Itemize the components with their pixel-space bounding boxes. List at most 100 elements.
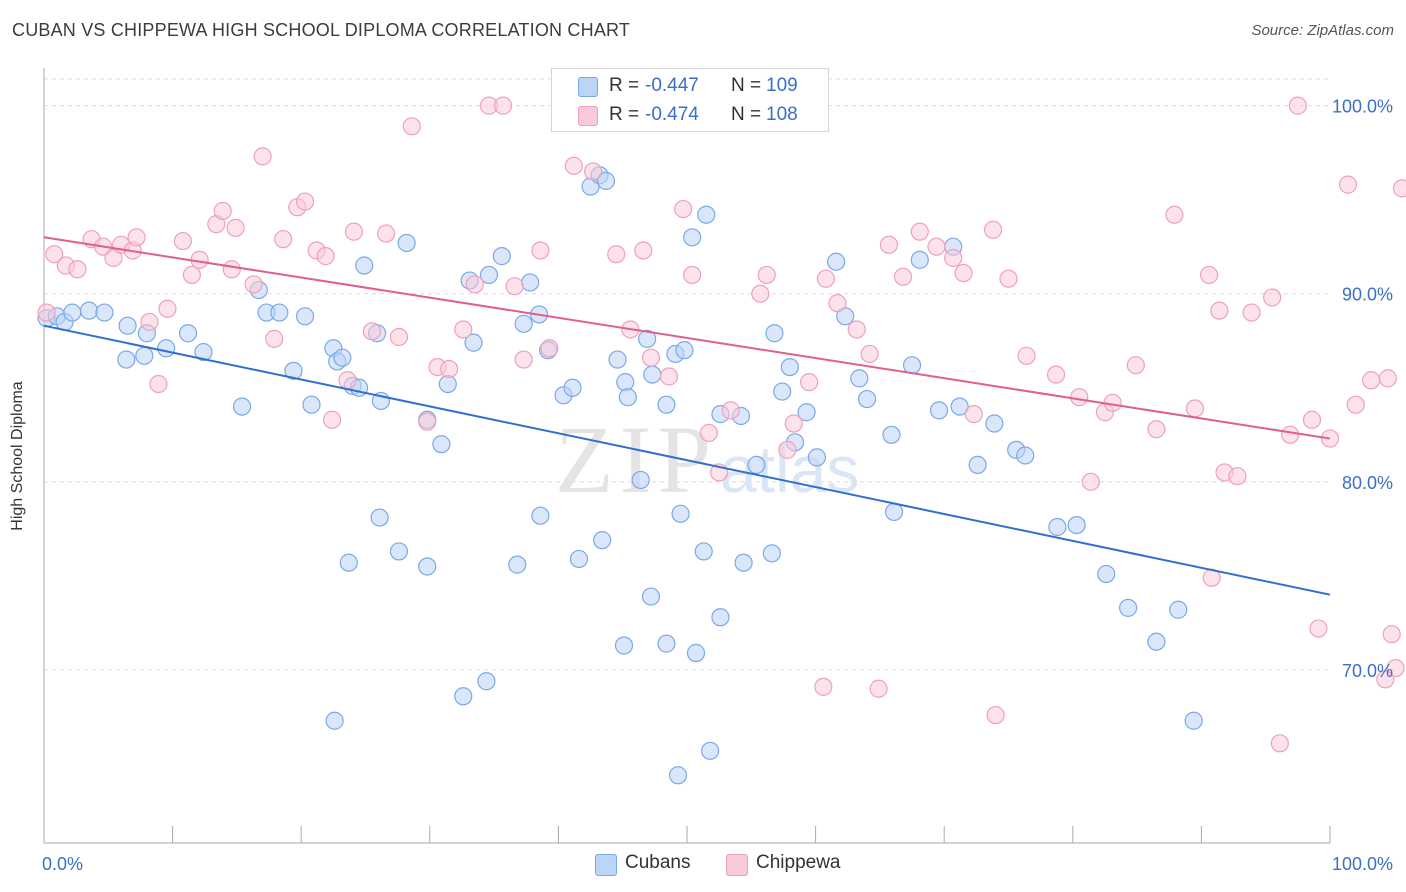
chippewa-point [226, 218, 245, 237]
chippewa-point [757, 265, 776, 285]
cubans-point [668, 766, 688, 785]
chippewa-point [828, 294, 847, 313]
chippewa-point [295, 192, 315, 211]
cubans-point [1169, 600, 1188, 619]
cubans-trend-line [43, 324, 1331, 596]
chippewa-point [1382, 625, 1401, 644]
cubans-point [618, 388, 637, 407]
cubans-point [694, 542, 713, 561]
chippewa-point [1338, 175, 1358, 194]
stats-swatch-cubans [578, 77, 598, 97]
cubans-point [683, 228, 702, 247]
cubans-point [302, 395, 321, 414]
cubans-point [616, 373, 635, 392]
cubans-point [117, 350, 136, 369]
chippewa-point [964, 405, 983, 424]
chippewa-point [847, 320, 866, 339]
chippewa-point [140, 312, 159, 332]
cubans-point [194, 342, 213, 362]
chippewa-point [1392, 179, 1406, 198]
chippewa-point [986, 705, 1005, 725]
chippewa-point [362, 322, 382, 341]
chippewa-point [265, 329, 284, 348]
chippewa-point [158, 299, 177, 318]
chippewa-point [954, 263, 973, 283]
legend-item-cubans[interactable]: Cubans [595, 851, 705, 877]
cubans-point [1147, 632, 1166, 651]
legend-swatch-cubans [595, 854, 617, 876]
chippewa-point [274, 230, 293, 249]
chippewa-point [607, 245, 626, 264]
chippewa-point [893, 267, 913, 286]
cubans-point [614, 636, 634, 655]
chippewa-point [816, 269, 835, 288]
cubans-point [118, 316, 137, 335]
x-tick-label: 100.0% [1332, 854, 1393, 874]
cubans-point [631, 470, 650, 490]
cubans-point [1184, 711, 1203, 730]
cubans-point [477, 672, 496, 691]
cubans-point [1016, 446, 1035, 465]
cubans-point [711, 608, 730, 627]
chippewa-point [45, 245, 64, 264]
chippewa-point [338, 371, 357, 390]
chippewa-point [860, 344, 879, 364]
r-value: -0.474 [645, 104, 699, 125]
cubans-point [157, 339, 176, 358]
chippewa-point [173, 231, 192, 251]
chippewa-point [721, 401, 740, 420]
y-tick-label: 80.0% [1342, 473, 1393, 493]
cubans-point [432, 435, 451, 454]
cubans-point [596, 171, 616, 190]
chippewa-point [1376, 670, 1395, 689]
cubans-point [1048, 517, 1067, 537]
stats-row-cubans: R = -0.447 N = 109 [552, 71, 828, 101]
cubans-point [479, 265, 499, 285]
chippewa-point [784, 414, 803, 433]
chippewa-point [465, 275, 484, 294]
chippewa-point [389, 327, 409, 347]
cubans-point [643, 365, 662, 384]
cubans-point [762, 544, 781, 563]
cubans-point [531, 506, 550, 525]
chippewa-point [149, 374, 168, 394]
n-value: 108 [766, 104, 798, 125]
chippewa-point [376, 224, 396, 243]
cubans-point [1097, 564, 1116, 584]
chippewa-point [494, 96, 513, 115]
cubans-point [1067, 515, 1086, 535]
stats-row-chippewa: R = -0.474 N = 108 [552, 100, 828, 130]
chippewa-point [641, 348, 661, 367]
chippewa-point [37, 303, 56, 322]
cubans-point [569, 549, 589, 569]
cubans-point [697, 205, 716, 224]
chippewa-point [1200, 265, 1219, 285]
chippewa-point [1017, 346, 1036, 365]
chippewa-point [316, 247, 335, 266]
chippewa-point [244, 275, 263, 294]
cubans-point [508, 555, 527, 574]
cubans-point [178, 324, 198, 343]
chart-title: CUBAN VS CHIPPEWA HIGH SCHOOL DIPLOMA CO… [12, 20, 631, 40]
chippewa-point [751, 284, 770, 303]
chippewa-point [674, 199, 693, 219]
legend-item-chippewa[interactable]: Chippewa [726, 851, 856, 877]
cubans-point [884, 502, 904, 522]
cubans-point [638, 329, 657, 348]
cubans-point [807, 448, 826, 467]
chippewa-point [869, 679, 888, 698]
chippewa-point [800, 373, 819, 392]
chippewa-point [418, 412, 437, 431]
n-label: N = [731, 75, 762, 96]
chippewa-point [983, 220, 1003, 239]
chippewa-point [505, 277, 524, 296]
chippewa-point [1147, 420, 1166, 439]
cubans-point [95, 303, 114, 322]
cubans-point [850, 369, 869, 388]
chippewa-point [1362, 371, 1381, 390]
cubans-point [857, 389, 877, 409]
cubans-point [701, 741, 720, 760]
cubans-point [397, 233, 416, 253]
cubans-point [438, 374, 457, 394]
chippewa-point [68, 260, 87, 279]
